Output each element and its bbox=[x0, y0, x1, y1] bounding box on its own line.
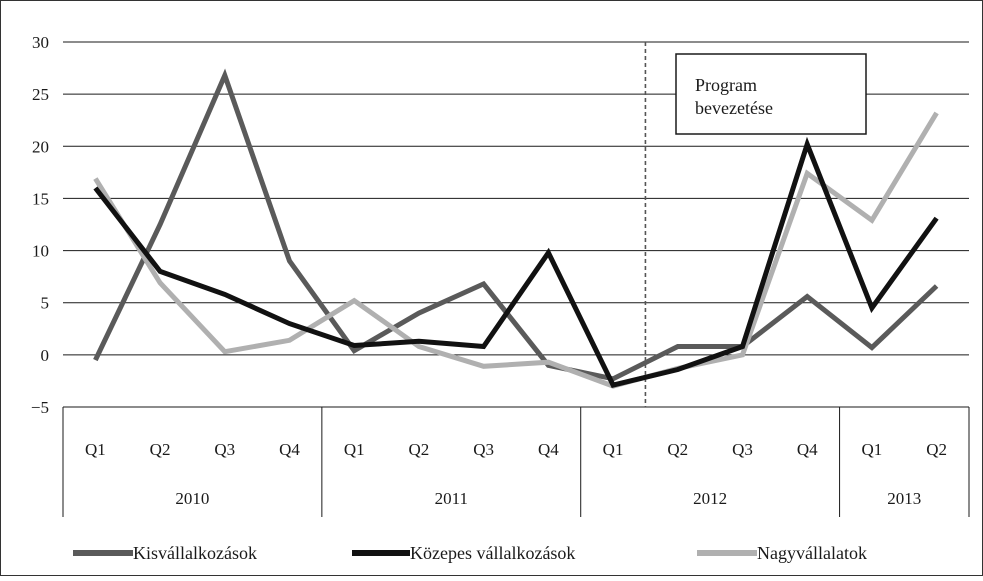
x-tick-label: Q2 bbox=[926, 440, 947, 459]
x-tick-label: Q2 bbox=[667, 440, 688, 459]
x-tick-label: Q4 bbox=[538, 440, 559, 459]
x-tick-label: Q4 bbox=[797, 440, 818, 459]
y-tick-label: 20 bbox=[32, 137, 49, 156]
legend-label: Nagyvállalatok bbox=[757, 543, 867, 563]
group-label: 2012 bbox=[693, 489, 727, 508]
x-axis: Q1 Q2 Q3 Q4 Q1 Q2 Q3 Q4 Q1 Q2 Q3 Q4 Q1 Q2 2010 2011 2012… bbox=[62, 407, 970, 517]
series-lines bbox=[93, 68, 939, 389]
x-tick-label: Q3 bbox=[214, 440, 235, 459]
legend-label: Kisvállalkozások bbox=[133, 543, 257, 563]
legend-label: Közepes vállalkozások bbox=[410, 543, 575, 563]
x-tick-label: Q1 bbox=[85, 440, 106, 459]
x-tick-label: Q2 bbox=[409, 440, 430, 459]
series-line-3 bbox=[93, 111, 939, 389]
series-line-2 bbox=[93, 136, 939, 389]
y-tick-label: 10 bbox=[32, 242, 49, 261]
x-tick-label: Q3 bbox=[473, 440, 494, 459]
group-label: 2011 bbox=[435, 489, 468, 508]
annotation-line-2: bevezetése bbox=[695, 98, 773, 118]
group-label: 2010 bbox=[175, 489, 209, 508]
x-tick-label: Q1 bbox=[344, 440, 365, 459]
x-tick-label: Q1 bbox=[862, 440, 883, 459]
group-label: 2013 bbox=[887, 489, 921, 508]
y-tick-label: 30 bbox=[32, 33, 49, 52]
x-tick-label: Q2 bbox=[150, 440, 171, 459]
legend: Kisvállalkozások Közepes vállalkozások Nag… bbox=[73, 543, 867, 563]
y-axis-ticks: 30 25 20 15 10 5 0 −5 bbox=[31, 33, 49, 417]
x-tick-label: Q3 bbox=[732, 440, 753, 459]
y-tick-label: 25 bbox=[32, 85, 49, 104]
y-tick-label: −5 bbox=[31, 398, 49, 417]
x-tick-label: Q4 bbox=[279, 440, 300, 459]
y-tick-label: 5 bbox=[41, 294, 50, 313]
annotation: Program bevezetése bbox=[644, 42, 867, 407]
y-tick-label: 15 bbox=[32, 189, 49, 208]
x-tick-label: Q1 bbox=[603, 440, 624, 459]
series-line-1 bbox=[93, 68, 939, 382]
annotation-box bbox=[675, 53, 867, 135]
annotation-line-1: Program bbox=[695, 75, 757, 95]
y-tick-label: 0 bbox=[41, 346, 50, 365]
